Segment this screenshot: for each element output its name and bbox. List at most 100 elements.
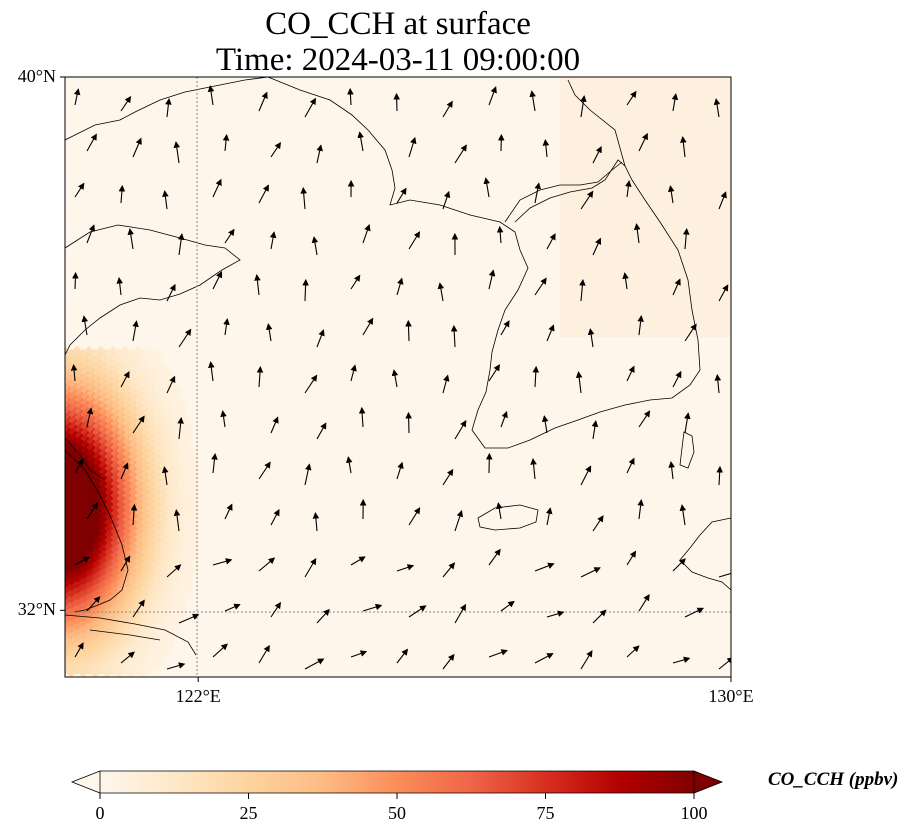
wind-arrow — [304, 557, 317, 578]
wind-arrow — [120, 651, 135, 664]
wind-arrow — [270, 141, 282, 158]
border-korea — [504, 161, 623, 223]
wind-arrow — [120, 555, 131, 572]
wind-arrow — [454, 603, 467, 624]
wind-arrow — [500, 600, 515, 612]
wind-arrow — [442, 374, 450, 394]
plume-cell — [170, 606, 188, 624]
wind-arrow — [222, 134, 230, 152]
wind-arrow — [254, 274, 261, 296]
colorbar-label: CO_CCH (ppbv) — [768, 769, 899, 790]
map-title-line2: Time: 2024-03-11 09:00:00 — [215, 42, 581, 78]
wind-arrow — [224, 228, 235, 244]
wind-arrow — [684, 323, 697, 342]
wind-arrow — [546, 610, 565, 618]
colorbar-ticks — [99, 793, 695, 799]
wind-arrow — [362, 603, 383, 612]
plume-cell — [176, 585, 194, 603]
wind-arrow — [258, 184, 269, 204]
wind-arrow — [546, 233, 556, 250]
pollution-plume — [65, 345, 200, 677]
wind-arrow — [212, 178, 222, 198]
wind-arrow — [408, 605, 427, 618]
wind-arrow — [132, 599, 145, 618]
colorbar-tick-label: 25 — [239, 803, 258, 823]
wind-arrow — [579, 279, 586, 302]
wind-arrow — [265, 323, 273, 342]
wind-arrow — [396, 648, 409, 664]
wind-arrow — [86, 133, 97, 152]
wind-arrow — [391, 369, 399, 388]
wind-arrow — [166, 283, 176, 302]
wind-arrow — [716, 465, 723, 486]
wind-arrow — [173, 141, 181, 164]
wind-arrow — [530, 458, 537, 480]
wind-arrow — [495, 502, 503, 520]
colorbar-extend-low — [70, 770, 101, 794]
coastline-korea-north — [567, 79, 626, 167]
colorbar-tick-label: 75 — [536, 803, 555, 823]
wind-arrow — [534, 182, 541, 204]
wind-arrow — [633, 223, 641, 244]
wind-arrow — [488, 86, 497, 106]
wind-arrow — [637, 499, 644, 520]
colorbar-tick-label: 100 — [680, 803, 708, 823]
wind-arrow — [120, 462, 129, 480]
wind-vectors — [70, 85, 731, 670]
wind-arrow — [211, 453, 218, 474]
wind-arrow — [130, 503, 138, 526]
wind-arrow — [575, 371, 583, 394]
wind-arrow — [316, 144, 323, 164]
wind-arrow — [638, 410, 651, 428]
colorbar-tick-label: 0 — [95, 803, 105, 823]
wind-arrow — [408, 507, 421, 526]
wind-arrow — [132, 320, 139, 342]
coastline-china-east — [65, 449, 129, 613]
wind-arrow — [270, 509, 280, 526]
wind-arrow — [178, 613, 200, 624]
wind-arrow — [580, 465, 592, 486]
wind-arrow — [173, 509, 181, 532]
wind-arrow — [300, 187, 307, 210]
wind-arrow — [546, 324, 555, 342]
wind-arrow — [316, 422, 327, 440]
wind-arrow — [496, 225, 504, 244]
wind-arrow — [86, 224, 95, 244]
wind-arrow — [73, 88, 81, 106]
wind-arrow — [177, 417, 184, 440]
wind-arrow — [165, 98, 172, 118]
wind-arrow — [714, 374, 722, 394]
wind-arrow — [258, 557, 276, 572]
wind-arrow — [626, 90, 637, 106]
plume-cell — [164, 621, 182, 639]
tsushima-island — [679, 431, 695, 469]
wind-arrow — [591, 420, 599, 440]
wind-arrow — [316, 329, 325, 348]
map-frame — [64, 76, 732, 678]
wind-arrow — [713, 98, 721, 118]
wind-arrow — [718, 191, 727, 210]
wind-arrow — [437, 282, 445, 302]
wind-arrow — [81, 315, 89, 336]
wind-arrow — [667, 185, 675, 204]
wind-arrow — [350, 364, 357, 382]
wind-arrow — [545, 507, 553, 526]
wind-arrow — [405, 319, 412, 342]
map-field-tint — [560, 77, 731, 337]
wind-arrow — [454, 144, 467, 164]
wind-arrow — [212, 271, 222, 290]
wind-arrow — [442, 190, 451, 210]
wind-arrow — [127, 228, 135, 250]
wind-arrow — [668, 461, 675, 480]
wind-arrow — [74, 556, 90, 566]
wind-arrow — [223, 318, 230, 336]
wind-arrow — [534, 562, 555, 572]
wind-arrow — [270, 601, 282, 618]
wind-arrow — [684, 607, 704, 618]
lon-tick-label: 130°E — [708, 686, 754, 706]
wind-arrow — [684, 412, 691, 434]
wind-arrow — [672, 656, 691, 664]
wind-arrow — [534, 277, 547, 296]
wind-arrow — [488, 649, 508, 658]
